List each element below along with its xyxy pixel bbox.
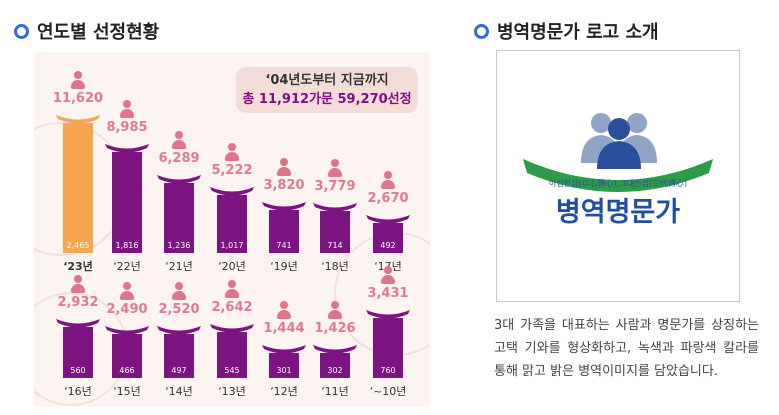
bar-roof [262, 345, 306, 354]
bar-roof [210, 324, 254, 333]
callout-line2: 총 11,912가문 59,270선정 [242, 92, 412, 107]
person-icon [170, 131, 188, 149]
year-label: ‘23년 [63, 260, 93, 273]
year-label: ‘13년 [218, 385, 246, 398]
year-label: ‘19년 [270, 260, 298, 273]
bar-roof [210, 187, 254, 196]
person-icon [69, 275, 87, 293]
person-icon [275, 158, 293, 176]
person-icon [275, 301, 293, 319]
bullet-icon [474, 23, 489, 39]
year-label: ‘14년 [165, 385, 193, 398]
person-icon [326, 301, 344, 319]
bar-‘13년 [217, 332, 247, 378]
bar-roof [313, 345, 357, 354]
bar-roof [366, 215, 410, 224]
year-label: ‘~10년 [369, 385, 407, 398]
value-label: 3,431 [367, 286, 409, 301]
year-label: ‘22년 [113, 260, 141, 273]
section-title-logo: 병역명문가 로고 소개 [474, 18, 659, 44]
value-label: 11,620 [52, 91, 104, 106]
value-label: 2,670 [367, 191, 409, 206]
family-count-label: 545 [224, 366, 240, 375]
bar-‘23년 [63, 123, 93, 253]
value-label: 2,932 [57, 295, 99, 310]
year-label: ‘11년 [321, 385, 349, 398]
family-count-label: 466 [119, 366, 135, 375]
year-label: ‘20년 [218, 260, 246, 273]
bullet-icon [14, 23, 29, 39]
value-label: 2,642 [211, 300, 253, 315]
person-icon [379, 266, 397, 284]
value-label: 5,222 [211, 163, 253, 178]
person-icon [170, 282, 188, 300]
year-label: ‘12년 [270, 385, 298, 398]
bar-roof [105, 144, 149, 153]
bar-‘20년 [217, 195, 247, 253]
family-count-label: 302 [327, 366, 343, 375]
section-title-text: 연도별 선정현황 [37, 22, 160, 43]
bar-‘11년 [320, 353, 350, 378]
person-icon [118, 282, 136, 300]
value-label: 8,985 [106, 120, 148, 135]
family-count-label: 2,465 [66, 241, 90, 250]
bar-roof [105, 326, 149, 335]
section-title-yearly: 연도별 선정현황 [14, 18, 159, 44]
year-label: ‘16년 [64, 385, 92, 398]
callout-line1: ‘04년도부터 지금까지 [265, 73, 389, 88]
bar-‘21년 [164, 183, 194, 253]
bar-roof [157, 326, 201, 335]
family-count-label: 760 [380, 366, 396, 375]
family-count-label: 497 [171, 366, 187, 375]
bar-roof [262, 202, 306, 211]
value-label: 2,490 [106, 302, 148, 317]
value-label: 6,289 [158, 151, 200, 166]
family-count-label: 1,816 [115, 241, 139, 250]
bar-‘16년 [63, 327, 93, 378]
family-count-label: 741 [276, 241, 292, 250]
bar-‘19년 [269, 210, 299, 253]
person-icon [118, 100, 136, 118]
logo-slogan: 이심전심(以心傳心), 3대전심(三代傳心) [549, 178, 687, 188]
bar-roof [56, 115, 100, 124]
bar-‘15년 [112, 334, 142, 378]
three-generations-people-icon [581, 113, 657, 169]
person-icon [223, 280, 241, 298]
person-icon [326, 159, 344, 177]
family-count-label: 560 [70, 366, 86, 375]
bar-roof [157, 175, 201, 184]
logo-name: 병역명문가 [556, 197, 680, 228]
total-callout: ‘04년도부터 지금까지 총 11,912가문 59,270선정 [236, 67, 418, 113]
bar-roof [56, 319, 100, 328]
person-icon [69, 71, 87, 89]
value-label: 1,444 [263, 321, 305, 336]
logo-graphic: 이심전심(以心傳心), 3대전심(三代傳心) 병역명문가 [523, 113, 713, 228]
family-count-label: 301 [276, 366, 292, 375]
bar-‘17년 [373, 223, 403, 253]
family-count-label: 1,017 [220, 241, 244, 250]
value-label: 3,779 [314, 179, 356, 194]
family-count-label: 714 [327, 241, 343, 250]
year-label: ‘21년 [165, 260, 193, 273]
bar-roof [366, 310, 410, 319]
value-label: 2,520 [158, 302, 200, 317]
family-count-label: 492 [380, 241, 396, 250]
bar-‘~10년 [373, 318, 403, 378]
value-label: 1,426 [314, 321, 356, 336]
year-label: ‘15년 [113, 385, 141, 398]
logo-box: 이심전심(以心傳心), 3대전심(三代傳心) 병역명문가 [496, 50, 740, 302]
section-title-text: 병역명문가 로고 소개 [497, 22, 659, 43]
family-count-label: 1,236 [167, 241, 191, 250]
bar-‘18년 [320, 211, 350, 253]
bar-‘12년 [269, 353, 299, 378]
value-label: 3,820 [263, 178, 305, 193]
bar-roof [313, 203, 357, 212]
bar-‘14년 [164, 334, 194, 378]
bar-‘22년 [112, 152, 142, 253]
person-icon [379, 171, 397, 189]
year-label: ‘18년 [321, 260, 349, 273]
roof-tile-icon [523, 159, 713, 192]
person-icon [223, 143, 241, 161]
logo-description: 3대 가족을 대표하는 사람과 명문가를 상징하는 고택 기와를 형상화하고, … [494, 318, 759, 379]
